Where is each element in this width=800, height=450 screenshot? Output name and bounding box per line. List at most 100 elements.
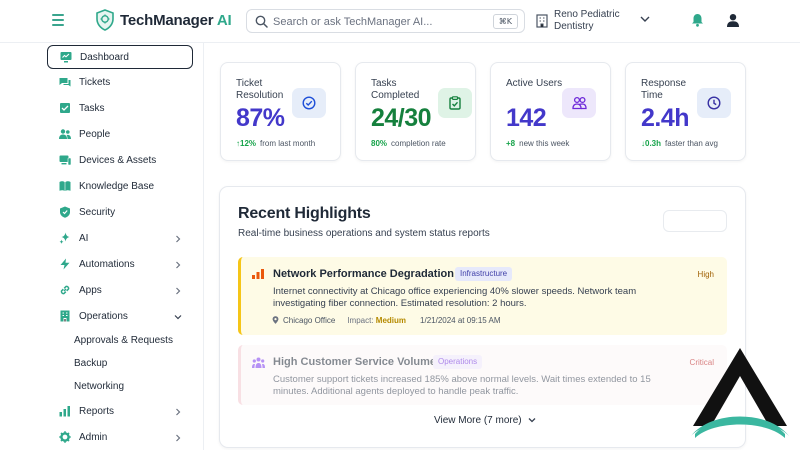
devices-icon — [59, 155, 71, 166]
impact-label: Impact: — [347, 316, 374, 325]
sidebar-item-label: AI — [79, 233, 89, 244]
stat-card-ticket-resolution[interactable]: Ticket Resolution 87% ↑12% from last mont… — [220, 62, 341, 161]
notifications-bell-icon[interactable] — [691, 13, 704, 27]
sidebar-item-automations[interactable]: Automations — [47, 253, 193, 277]
view-more-label: View More (7 more) — [434, 415, 522, 426]
sidebar-item-label: Reports — [79, 406, 115, 417]
sidebar-item-label: Security — [79, 207, 116, 218]
stat-delta: 80% — [371, 139, 388, 148]
signal-bars-icon — [252, 269, 264, 279]
stat-footer: 80% completion rate — [371, 139, 446, 148]
top-bar: TechManager AI ⌘K Reno Pediatric Dentist… — [0, 0, 800, 43]
severity-label: Critical — [689, 358, 714, 367]
sidebar-item-label: People — [79, 129, 111, 140]
stat-note: faster than avg — [665, 139, 718, 148]
stat-footer: +8 new this week — [506, 139, 569, 148]
impact-value: Medium — [375, 316, 407, 325]
view-more-button[interactable]: View More (7 more) — [434, 415, 536, 426]
stat-title: Active Users — [506, 78, 563, 89]
stat-title: Response Time — [641, 78, 687, 101]
bolt-icon — [60, 258, 70, 270]
stat-value: 2.4h — [641, 104, 690, 132]
panel-action-button[interactable] — [663, 210, 727, 232]
sidebar-item-label: Devices & Assets — [79, 155, 157, 166]
app-name: TechManager — [120, 12, 214, 29]
search-input[interactable] — [273, 13, 483, 30]
highlight-meta: Chicago Office Impact: Medium 1/21/2024 at… — [272, 316, 501, 325]
watermark-logo-icon — [691, 348, 789, 438]
stat-note: from last month — [260, 139, 316, 148]
sidebar-item-ai[interactable]: AI — [47, 227, 193, 251]
sidebar-item-label: Automations — [79, 259, 135, 270]
clipboard-check-icon — [438, 88, 472, 118]
highlight-card-network[interactable]: Network Performance Degradation Infrastr… — [238, 257, 727, 335]
stat-title: Ticket Resolution — [236, 78, 284, 101]
stat-card-tasks-completed[interactable]: Tasks Completed 24/30 80% completion rate — [355, 62, 476, 161]
building-icon — [536, 14, 548, 28]
chevron-down-icon — [174, 315, 182, 320]
recent-highlights-panel: Recent Highlights Real-time business ope… — [219, 186, 746, 448]
search-box[interactable]: ⌘K — [246, 9, 525, 33]
stat-delta: ↑12% — [236, 139, 257, 148]
stat-value: 24/30 — [371, 104, 432, 132]
building-icon — [60, 310, 70, 322]
sidebar-item-label: Admin — [79, 432, 108, 443]
sidebar-item-apps[interactable]: Apps — [47, 279, 193, 303]
users-icon — [252, 357, 265, 368]
users-icon — [562, 88, 596, 118]
stat-delta: +8 — [506, 139, 516, 148]
highlight-title: Network Performance Degradation — [273, 268, 454, 280]
sidebar-subitem-backup[interactable]: Backup — [74, 358, 108, 369]
tickets-icon — [59, 78, 71, 87]
sidebar-subitem-approvals[interactable]: Approvals & Requests — [74, 335, 173, 346]
panel-title: Recent Highlights — [238, 205, 371, 222]
sidebar-item-devices-assets[interactable]: Devices & Assets — [47, 149, 193, 173]
stat-card-active-users[interactable]: Active Users 142 +8 new this week — [490, 62, 611, 161]
tasks-icon — [60, 103, 70, 113]
severity-label: High — [697, 270, 714, 279]
gear-icon — [59, 431, 71, 443]
menu-icon[interactable] — [52, 14, 64, 26]
sidebar-item-operations[interactable]: Operations — [47, 305, 193, 329]
sidebar-item-tickets[interactable]: Tickets — [47, 71, 193, 95]
sidebar-item-security[interactable]: Security — [47, 201, 193, 225]
sidebar-item-reports[interactable]: Reports — [47, 400, 193, 424]
sidebar-item-tasks[interactable]: Tasks — [47, 97, 193, 121]
highlight-location: Chicago Office — [283, 316, 336, 325]
people-icon — [59, 129, 71, 139]
sidebar-item-dashboard[interactable]: Dashboard — [47, 45, 193, 69]
sidebar-subitem-networking[interactable]: Networking — [74, 381, 125, 392]
category-tag: Infrastructure — [455, 267, 513, 281]
sidebar-item-admin[interactable]: Admin — [47, 426, 193, 450]
app-logo[interactable]: TechManager AI — [120, 12, 232, 29]
highlight-card-customer-service[interactable]: High Customer Service Volume Operations … — [238, 345, 727, 405]
sidebar-item-label: Dashboard — [80, 52, 129, 63]
check-circle-icon — [292, 88, 326, 118]
chevron-right-icon — [176, 261, 181, 269]
clock-icon — [697, 88, 731, 118]
chevron-right-icon — [176, 408, 181, 416]
highlight-description: Customer support tickets increased 185% … — [273, 374, 651, 397]
shield-icon — [60, 206, 70, 218]
stat-note: completion rate — [391, 139, 446, 148]
sidebar-item-label: Tickets — [79, 77, 111, 88]
sidebar-item-people[interactable]: People — [47, 123, 193, 147]
sidebar-item-label: Knowledge Base — [79, 181, 155, 192]
logo-shield-icon — [96, 9, 114, 31]
stat-value: 87% — [236, 104, 285, 132]
organization-selector[interactable]: Reno Pediatric Dentistry — [536, 9, 656, 35]
sidebar-item-knowledge-base[interactable]: Knowledge Base — [47, 175, 193, 199]
ai-icon — [59, 232, 70, 244]
highlight-description: Internet connectivity at Chicago office … — [273, 286, 637, 309]
sidebar-item-label: Operations — [79, 311, 128, 322]
highlight-title: High Customer Service Volume — [273, 356, 437, 368]
stat-footer: ↓0.3h faster than avg — [641, 139, 718, 148]
highlight-timestamp: 1/21/2024 at 09:15 AM — [420, 316, 501, 325]
user-account-icon[interactable] — [726, 13, 740, 27]
chevron-right-icon — [176, 434, 181, 442]
category-tag: Operations — [433, 355, 483, 369]
sidebar-item-label: Tasks — [79, 103, 105, 114]
stat-card-response-time[interactable]: Response Time 2.4h ↓0.3h faster than avg — [625, 62, 746, 161]
stat-title: Tasks Completed — [371, 78, 420, 101]
stat-footer: ↑12% from last month — [236, 139, 315, 148]
